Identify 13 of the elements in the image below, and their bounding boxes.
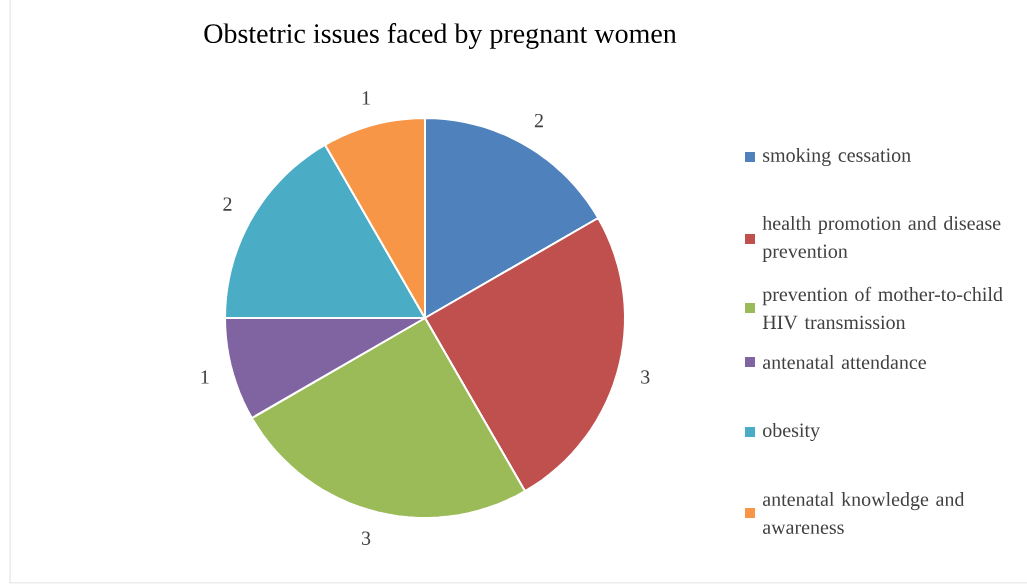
legend-label: antenatal attendance — [762, 354, 926, 370]
data-label: 1 — [201, 370, 209, 384]
data-label: 1 — [362, 91, 370, 105]
legend-label: smoking cessation — [763, 147, 911, 167]
legend-label: obesity — [763, 422, 820, 442]
data-label: 2 — [223, 197, 232, 211]
data-label: 2 — [534, 113, 543, 128]
legend-label: antenatal knowledge and awareness — [762, 491, 965, 535]
data-label: 3 — [641, 370, 650, 384]
data-label: 3 — [361, 531, 371, 545]
legend-label: health promotion and disease prevention — [762, 215, 1001, 263]
legend-label: prevention of mother-to-child HIV transmission — [762, 286, 1003, 330]
chart-title: Obstetric issues faced by pregnant women — [204, 23, 677, 49]
